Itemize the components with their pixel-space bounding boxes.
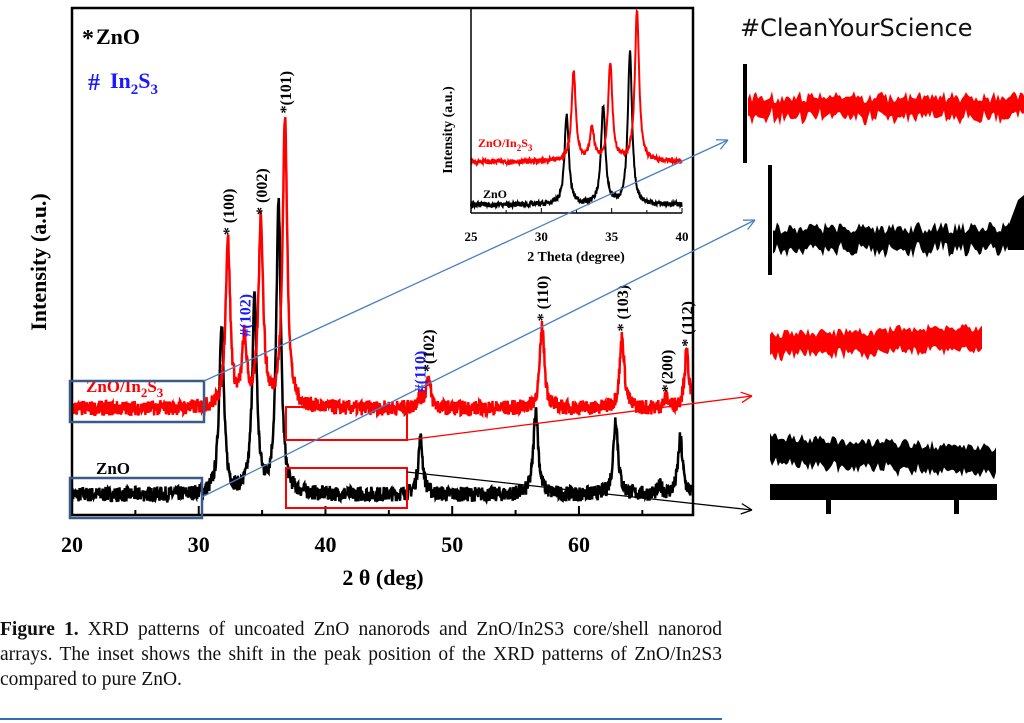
caption-label: Figure 1. bbox=[0, 619, 79, 640]
x-axis-label: 2 θ (deg) bbox=[342, 565, 423, 590]
peak-label: * (112) bbox=[680, 301, 697, 347]
legend-marker-in2s3: # bbox=[88, 70, 100, 96]
caption-rule bbox=[0, 718, 722, 720]
inset-y-axis-label: Intensity (a.u.) bbox=[441, 86, 456, 174]
zoom-box-black-region bbox=[285, 467, 408, 509]
inset-series-label-zno: ZnO bbox=[483, 187, 507, 201]
arrow-head-icon bbox=[740, 391, 753, 397]
x-tick-label: 50 bbox=[441, 532, 463, 557]
inset-x-tick-label: 25 bbox=[465, 229, 479, 244]
zoom-connector-3 bbox=[406, 395, 753, 441]
legend-label-zno: ZnO bbox=[96, 24, 140, 49]
inset-x-tick-label: 35 bbox=[605, 229, 619, 244]
magnified-panel-red-region bbox=[770, 323, 982, 362]
x-tick-label: 60 bbox=[568, 532, 590, 557]
peak-label: * (002) bbox=[254, 168, 271, 215]
peak-label: #(110) bbox=[412, 351, 429, 393]
inset-x-axis-label: 2 Theta (degree) bbox=[527, 250, 625, 265]
inset-series-label-zno-in2s3: ZnO/In2S3 bbox=[478, 136, 533, 153]
arrow-head-icon bbox=[747, 219, 756, 230]
peak-label: * (110) bbox=[535, 276, 552, 322]
panel4-axis bbox=[770, 484, 997, 500]
caption-text: XRD patterns of uncoated ZnO nanorods an… bbox=[0, 619, 722, 690]
inset-x-tick-label: 40 bbox=[676, 229, 689, 244]
peak-label: * (103) bbox=[615, 285, 632, 332]
magnified-panel-red-baseline bbox=[748, 91, 1024, 126]
arrow-head-icon bbox=[741, 395, 753, 404]
zoom-box-red-region bbox=[285, 406, 408, 441]
peak-label: *(200) bbox=[659, 350, 676, 393]
series-line-ZnO-In2S3 bbox=[70, 116, 695, 420]
figure-caption: Figure 1. XRD patterns of uncoated ZnO n… bbox=[0, 617, 722, 692]
zoom-connector-2 bbox=[201, 219, 756, 498]
peak-label: * (100) bbox=[221, 189, 238, 236]
legend-marker-zno: * bbox=[82, 26, 94, 52]
series-line-ZnO bbox=[70, 197, 695, 505]
zoom-box-red-baseline bbox=[68, 379, 206, 424]
panel2-peak-onset bbox=[1005, 195, 1024, 250]
peak-label: *(102) bbox=[421, 329, 438, 372]
zoom-connector-1 bbox=[203, 139, 729, 382]
x-tick-label: 40 bbox=[314, 532, 336, 557]
panel4-tick bbox=[826, 500, 831, 514]
arrow-head-icon bbox=[740, 509, 753, 515]
x-tick-label: 30 bbox=[188, 532, 210, 557]
y-axis-label: Intensity (a.u.) bbox=[26, 193, 51, 331]
magnified-panel-black-region bbox=[770, 432, 996, 480]
inset-x-tick-label: 30 bbox=[535, 229, 548, 244]
series-line-ZnO-In2S3 bbox=[470, 8, 683, 168]
arrow-head-icon bbox=[719, 139, 729, 150]
magnified-panel-black-baseline bbox=[773, 222, 1009, 259]
main-plot-frame bbox=[70, 6, 695, 517]
peak-label: #(102) bbox=[237, 294, 254, 337]
series-line-ZnO bbox=[470, 50, 683, 211]
zoom-connector-4 bbox=[406, 471, 753, 511]
panel4-tick bbox=[954, 500, 959, 514]
hashtag-label: #CleanYourScience bbox=[740, 14, 973, 42]
arrow-head-icon bbox=[741, 503, 753, 511]
zoom-box-black-baseline bbox=[68, 476, 204, 520]
legend-label-in2s3: In2S3 bbox=[110, 68, 158, 98]
series-label-zno: ZnO bbox=[96, 459, 130, 478]
peak-label: *(101) bbox=[278, 71, 295, 114]
x-tick-label: 20 bbox=[61, 532, 83, 557]
